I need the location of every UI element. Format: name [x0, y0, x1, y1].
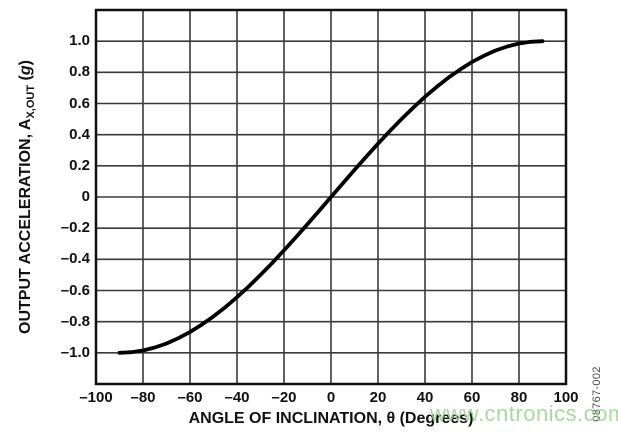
y-tick-label: 0.4	[69, 125, 90, 143]
x-tick-label: –40	[224, 389, 250, 406]
y-tick-label: –0.4	[60, 250, 90, 268]
y-tick-label: 0	[81, 188, 90, 205]
y-tick-label: –0.6	[60, 281, 90, 299]
y-tick-label: –1.0	[60, 343, 90, 361]
x-axis-title: ANGLE OF INCLINATION, θ (Degrees)	[188, 410, 474, 427]
x-tick-label: –20	[271, 389, 297, 406]
x-tick-label: –80	[130, 389, 156, 406]
x-tick-label: 80	[510, 389, 528, 406]
x-tick-label: 100	[553, 389, 579, 406]
y-tick-label: –0.2	[60, 219, 90, 237]
plot-frame	[94, 8, 568, 386]
y-tick-label: 0.6	[69, 94, 90, 112]
y-tick-label: 1.0	[69, 32, 90, 50]
x-tick-label: 60	[463, 389, 481, 406]
x-tick-label: –60	[177, 389, 203, 406]
y-tick-label: 0.8	[69, 63, 90, 81]
y-tick-label: 0.2	[69, 156, 90, 174]
data-curve	[117, 39, 545, 355]
y-tick-label: –0.8	[60, 312, 90, 330]
x-tick-label: 40	[416, 389, 434, 406]
x-tick-label: 0	[326, 389, 336, 406]
x-tick-label: –100	[79, 389, 113, 406]
x-tick-label: 20	[369, 389, 387, 406]
watermark: www.cntronics.com	[430, 401, 618, 426]
